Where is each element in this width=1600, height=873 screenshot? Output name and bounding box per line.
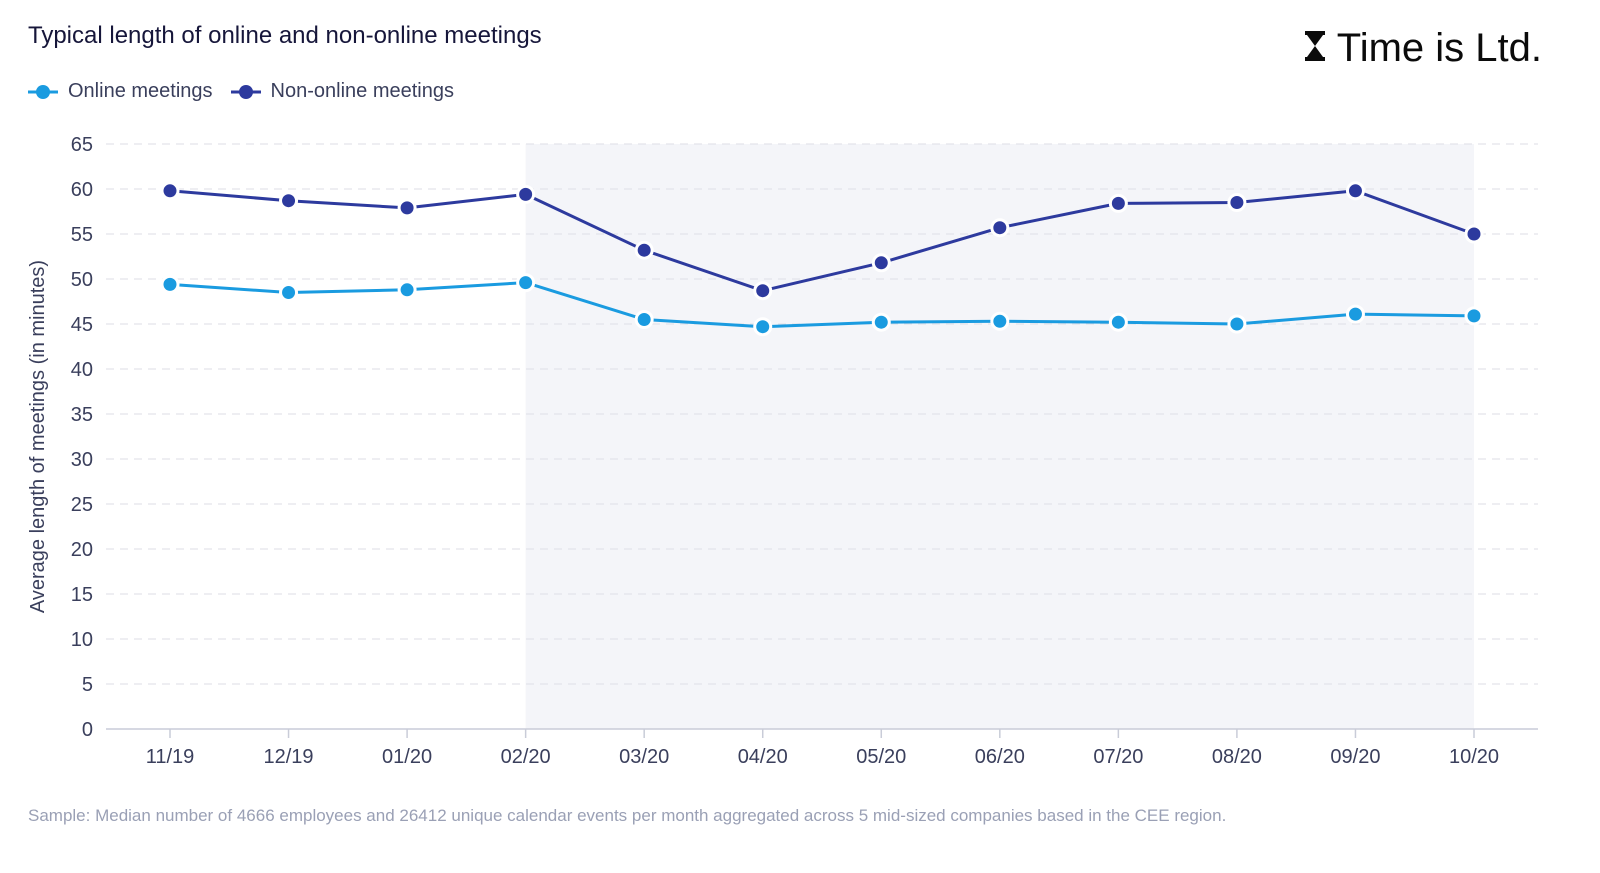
- data-point-non-online[interactable]: [1227, 193, 1247, 212]
- data-point-non-online[interactable]: [516, 184, 536, 204]
- chart-legend: Online meetings Non-online meetings: [28, 80, 454, 103]
- legend-label-online: Online meetings: [68, 80, 213, 102]
- y-axis-title: Average length of meetings (in minutes): [27, 260, 49, 613]
- data-point-non-online[interactable]: [753, 281, 773, 301]
- data-point-online[interactable]: [1108, 312, 1128, 332]
- x-tick-label: 03/20: [619, 746, 669, 768]
- y-tick-label: 40: [71, 359, 93, 381]
- x-tick-label: 10/20: [1449, 746, 1499, 768]
- x-tick-label: 12/19: [264, 746, 314, 768]
- y-tick-label: 55: [71, 224, 93, 246]
- data-point-online[interactable]: [1464, 306, 1484, 326]
- brand-logo: Time is Ltd.: [1304, 26, 1542, 71]
- data-point-non-online[interactable]: [397, 198, 417, 218]
- data-point-non-online[interactable]: [160, 181, 180, 201]
- data-point-online[interactable]: [753, 317, 773, 337]
- x-tick-label: 05/20: [856, 746, 906, 768]
- x-tick-label: 09/20: [1330, 746, 1380, 768]
- legend-marker-non-online: [230, 84, 261, 99]
- data-point-non-online[interactable]: [279, 191, 299, 211]
- y-tick-label: 0: [82, 719, 93, 741]
- y-tick-label: 65: [71, 134, 93, 156]
- y-tick-label: 60: [71, 179, 93, 201]
- x-tick-label: 02/20: [501, 746, 551, 768]
- brand-name: Time is Ltd.: [1336, 26, 1542, 70]
- x-tick-label: 07/20: [1093, 746, 1143, 768]
- x-tick-label: 06/20: [975, 746, 1025, 768]
- x-tick-label: 04/20: [738, 746, 788, 768]
- y-tick-label: 45: [71, 314, 93, 336]
- y-tick-label: 5: [82, 674, 93, 696]
- y-tick-label: 25: [71, 494, 93, 516]
- data-point-online[interactable]: [516, 273, 536, 293]
- legend-item-non-online[interactable]: Non-online meetings: [230, 80, 454, 103]
- legend-item-online[interactable]: Online meetings: [28, 80, 213, 103]
- data-point-online[interactable]: [160, 274, 180, 294]
- y-tick-label: 35: [71, 404, 93, 426]
- data-point-online[interactable]: [279, 283, 299, 302]
- y-tick-label: 15: [71, 584, 93, 606]
- data-point-online[interactable]: [1227, 314, 1247, 334]
- data-point-non-online[interactable]: [1345, 181, 1365, 201]
- data-point-non-online[interactable]: [871, 253, 891, 273]
- line-chart: 0 5 10 15 20 25 30 35 40 45 50 55 60 65 11/19 12/19 01/2…: [27, 134, 1538, 768]
- legend-marker-online: [28, 84, 58, 99]
- x-tick-label: 01/20: [382, 746, 432, 768]
- series-line-online: [169, 281, 1475, 329]
- chart-title: Typical length of online and non-online …: [28, 22, 542, 49]
- y-tick-label: 30: [71, 449, 93, 471]
- shaded-period: [525, 144, 1474, 729]
- data-point-online[interactable]: [397, 280, 417, 300]
- hourglass-icon: [1304, 26, 1325, 71]
- data-point-non-online[interactable]: [990, 218, 1010, 238]
- data-point-online[interactable]: [871, 312, 891, 332]
- y-tick-label: 50: [71, 269, 93, 291]
- data-point-non-online[interactable]: [1464, 224, 1484, 244]
- data-point-non-online[interactable]: [1108, 193, 1128, 213]
- data-point-online[interactable]: [1345, 304, 1365, 324]
- y-tick-label: 10: [71, 629, 93, 651]
- x-tick-label: 08/20: [1212, 746, 1262, 768]
- footnote: Sample: Median number of 4666 employees …: [28, 806, 1227, 825]
- y-tick-label: 20: [71, 539, 93, 561]
- x-tick-label: 11/19: [146, 746, 195, 768]
- data-point-non-online[interactable]: [634, 240, 654, 260]
- data-point-online[interactable]: [990, 311, 1010, 331]
- series-line-non-online: [169, 189, 1475, 293]
- data-point-online[interactable]: [634, 310, 654, 329]
- legend-label-non-online: Non-online meetings: [270, 80, 454, 102]
